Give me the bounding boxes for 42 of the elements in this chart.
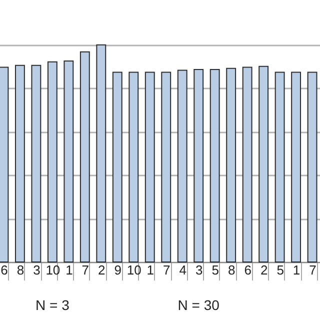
x-tick-label: 6: [244, 262, 252, 278]
x-tick-label: 6: [0, 262, 8, 278]
x-tick-label: 9: [114, 262, 122, 278]
bar: [291, 72, 302, 262]
bar: [194, 68, 204, 262]
x-tick-label: 2: [260, 262, 268, 278]
bar: [161, 72, 172, 262]
bar: [0, 66, 9, 262]
x-tick-label: 1: [292, 262, 300, 278]
bar: [210, 68, 220, 262]
x-tick-label: 10: [126, 262, 142, 278]
bar: [31, 64, 42, 262]
x-tick-label: 7: [309, 262, 316, 278]
x-tick-label: 5: [276, 262, 284, 278]
x-tick-label: 1: [66, 262, 73, 278]
bar: [128, 72, 139, 262]
text: N = 3: [36, 297, 70, 313]
x-tick-label: 2: [98, 262, 106, 278]
bar: [242, 66, 252, 262]
x-tick-label: 8: [228, 262, 236, 278]
x-tick-label: 1: [146, 262, 154, 278]
bar: [112, 72, 122, 262]
bar: [47, 61, 58, 262]
bar: [80, 51, 90, 262]
bar: [258, 66, 269, 262]
x-tick-label: 8: [16, 262, 24, 278]
bar: [307, 72, 318, 262]
bar: [64, 60, 74, 262]
x-tick-label: 5: [212, 262, 219, 278]
bar: [96, 44, 106, 262]
x-tick-label: 3: [195, 262, 203, 278]
x-tick-label: 7: [82, 262, 90, 278]
bar: [144, 72, 155, 262]
x-tick-label: 4: [179, 262, 186, 278]
bar: [226, 68, 236, 262]
bar: [14, 64, 25, 262]
text: N = 30: [178, 297, 220, 313]
bar: [274, 72, 285, 262]
x-tick-label: 7: [163, 262, 170, 278]
x-tick-label: 10: [46, 262, 60, 278]
x-tick-label: 3: [33, 262, 40, 278]
bar: [177, 70, 188, 262]
